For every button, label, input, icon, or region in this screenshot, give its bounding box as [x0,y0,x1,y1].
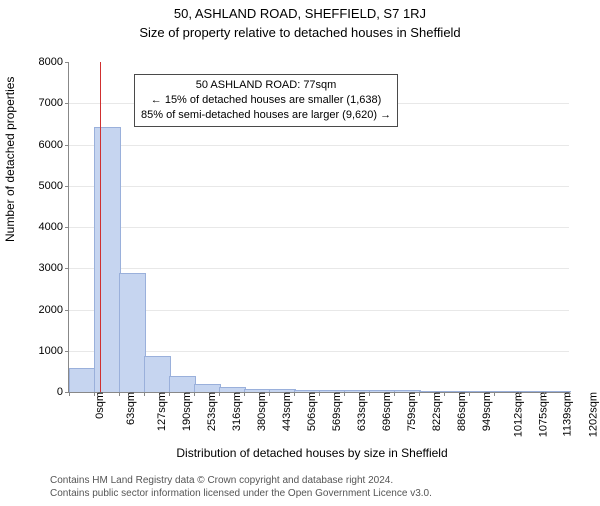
x-tick-label: 190sqm [181,392,193,431]
subtitle-line: Size of property relative to detached ho… [0,25,600,40]
x-tick [69,392,70,396]
annotation-line-1: 50 ASHLAND ROAD: 77sqm [141,78,391,93]
x-tick-label: 1012sqm [512,392,524,437]
x-tick-label: 696sqm [381,392,393,431]
annotation-line-2: ← 15% of detached houses are smaller (1,… [141,93,391,108]
x-tick-label: 569sqm [331,392,343,431]
histogram-bar [194,384,221,392]
y-tick [65,268,69,269]
x-tick-label: 380sqm [256,392,268,431]
footer-line-1: Contains HM Land Registry data © Crown c… [50,474,590,487]
footer-credits: Contains HM Land Registry data © Crown c… [50,474,590,500]
y-tick-label: 1000 [39,345,63,357]
x-tick [469,392,470,396]
histogram-bar [144,356,171,392]
property-annotation: 50 ASHLAND ROAD: 77sqm ← 15% of detached… [134,74,398,127]
histogram-bar [119,273,146,392]
x-tick [319,392,320,396]
y-tick-label: 7000 [39,97,63,109]
x-tick [294,392,295,396]
x-tick [344,392,345,396]
histogram-bar [169,376,196,392]
x-tick-label: 0sqm [94,392,106,419]
histogram-bar [69,368,96,392]
y-tick-label: 0 [57,386,63,398]
annotation-line-3: 85% of semi-detached houses are larger (… [141,108,391,123]
x-tick [444,392,445,396]
x-tick [219,392,220,396]
y-tick [65,186,69,187]
y-tick [65,103,69,104]
x-tick [119,392,120,396]
x-tick-label: 506sqm [306,392,318,431]
y-tick [65,351,69,352]
chart-container: Number of detached properties 0100020003… [38,52,586,432]
x-tick [194,392,195,396]
x-tick-label: 63sqm [125,392,137,425]
y-tick-label: 2000 [39,304,63,316]
y-tick [65,310,69,311]
y-axis-title: Number of detached properties [3,77,17,242]
gridline [69,145,569,146]
property-marker-line [100,62,101,392]
y-tick [65,62,69,63]
x-tick-label: 1139sqm [561,392,573,436]
x-tick-label: 886sqm [456,392,468,431]
x-tick [544,392,545,396]
x-tick-label: 759sqm [406,392,418,431]
chart-title-block: 50, ASHLAND ROAD, SHEFFIELD, S7 1RJ Size… [0,6,600,40]
x-tick-label: 949sqm [481,392,493,431]
x-tick-label: 253sqm [206,392,218,431]
x-tick-label: 316sqm [231,392,243,431]
x-tick-label: 822sqm [431,392,443,431]
gridline [69,227,569,228]
y-tick [65,145,69,146]
x-tick [494,392,495,396]
x-tick [519,392,520,396]
x-tick-label: 633sqm [356,392,368,431]
footer-line-2: Contains public sector information licen… [50,487,590,500]
x-tick [269,392,270,396]
x-tick-label: 127sqm [156,392,168,431]
y-tick [65,227,69,228]
x-tick [369,392,370,396]
x-tick [244,392,245,396]
x-tick [94,392,95,396]
x-tick [169,392,170,396]
y-tick-label: 3000 [39,262,63,274]
x-tick [394,392,395,396]
address-line: 50, ASHLAND ROAD, SHEFFIELD, S7 1RJ [0,6,600,21]
plot-area: 0100020003000400050006000700080000sqm63s… [68,62,569,393]
x-tick [569,392,570,396]
gridline [69,186,569,187]
x-tick [144,392,145,396]
y-tick-label: 6000 [39,139,63,151]
gridline [69,268,569,269]
y-tick-label: 4000 [39,221,63,233]
x-tick [419,392,420,396]
x-axis-title: Distribution of detached houses by size … [38,446,586,460]
x-tick-label: 1075sqm [537,392,549,437]
y-tick-label: 8000 [39,56,63,68]
x-tick-label: 443sqm [281,392,293,431]
histogram-bar [94,127,121,392]
x-tick-label: 1202sqm [587,392,599,437]
y-tick-label: 5000 [39,180,63,192]
